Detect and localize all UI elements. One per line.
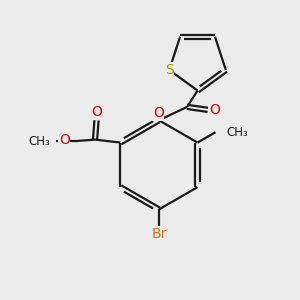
Text: O: O (153, 106, 164, 120)
Text: CH₃: CH₃ (28, 135, 50, 148)
Text: Br: Br (151, 227, 166, 241)
Text: O: O (209, 103, 220, 117)
Text: S: S (165, 63, 174, 77)
Text: O: O (91, 105, 102, 119)
Text: O: O (59, 134, 70, 148)
Text: CH₃: CH₃ (227, 126, 249, 139)
